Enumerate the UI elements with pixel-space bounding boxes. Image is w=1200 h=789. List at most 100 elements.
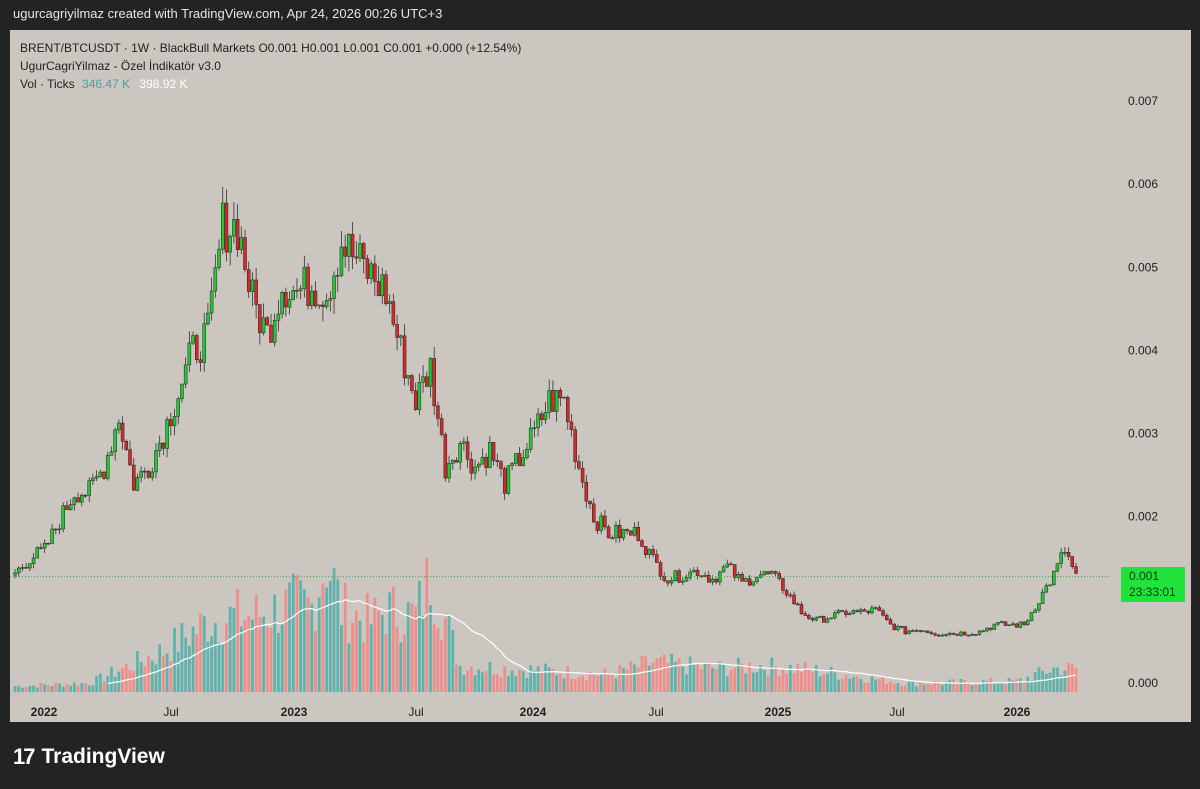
- volume-bar: [1033, 672, 1037, 692]
- candle-body: [684, 577, 689, 582]
- candle-body: [94, 476, 99, 479]
- volume-bar: [284, 589, 288, 692]
- volume-bar: [970, 685, 974, 692]
- candle-body: [777, 572, 781, 579]
- candle-body: [1000, 621, 1004, 623]
- volume-bar: [926, 683, 930, 692]
- indicator-name[interactable]: UgurCagriYilmaz - Özel İndikatör v3.0: [20, 59, 221, 73]
- volume-bar: [625, 669, 629, 692]
- volume-bar: [124, 663, 128, 692]
- volume-bar: [992, 683, 996, 692]
- volume-bar: [54, 682, 58, 692]
- volume-legend[interactable]: Vol · Ticks 346.47 K 398.92 K: [20, 75, 521, 93]
- volume-bar: [24, 686, 28, 692]
- volume-bar: [521, 670, 525, 692]
- volume-bar: [544, 663, 547, 692]
- volume-bar: [510, 670, 514, 692]
- candle-body: [699, 575, 704, 578]
- bar-countdown: 23:33:01: [1129, 585, 1176, 599]
- candle-body: [172, 416, 177, 427]
- candle-body: [896, 625, 900, 630]
- candle-body: [20, 567, 25, 569]
- volume-bar: [232, 608, 236, 692]
- candle-body: [387, 301, 392, 304]
- volume-bar: [699, 669, 703, 692]
- candle-body: [584, 481, 589, 502]
- volume-bar: [187, 645, 191, 692]
- candle-body: [298, 288, 303, 291]
- candle-body: [781, 578, 785, 591]
- x-tick-label: Jul: [889, 705, 904, 719]
- volume-bar: [978, 684, 981, 692]
- volume-bar: [592, 674, 596, 692]
- volume-bar: [551, 668, 555, 692]
- volume-bar: [150, 660, 154, 692]
- volume-bar: [362, 642, 366, 692]
- candle-body: [124, 441, 129, 450]
- volume-bar: [662, 654, 666, 692]
- candle-body: [384, 274, 388, 304]
- volume-bar: [295, 575, 299, 692]
- candle-body: [554, 390, 559, 412]
- volume-bar: [963, 680, 967, 692]
- candle-body: [42, 542, 47, 549]
- volume-bar: [436, 628, 440, 692]
- volume-bar: [1059, 675, 1063, 692]
- candle-body: [736, 574, 741, 578]
- volume-bar: [95, 675, 99, 692]
- candle-body: [681, 580, 685, 583]
- volume-bar: [39, 683, 43, 692]
- volume-bar: [113, 676, 117, 692]
- candle-body: [187, 342, 192, 366]
- candle-body: [191, 335, 195, 344]
- candle-body: [517, 453, 522, 467]
- candle-body: [399, 335, 403, 338]
- volume-bar: [328, 580, 332, 692]
- volume-bar: [959, 678, 963, 692]
- candle-body: [985, 627, 989, 632]
- volume-bar: [477, 669, 481, 692]
- tradingview-logo[interactable]: 17 TradingView: [13, 744, 165, 770]
- candle-body: [1055, 563, 1060, 572]
- volume-bar: [80, 683, 84, 692]
- candle-body: [195, 335, 199, 360]
- volume-bar: [276, 632, 280, 692]
- volume-bar: [659, 657, 662, 692]
- volume-bar: [636, 667, 640, 692]
- volume-bar: [796, 663, 800, 692]
- chart-area[interactable]: 0.000 0.002 0.003 0.004 0.005 0.006 0.007 2022 J…: [10, 30, 1191, 722]
- candle-body: [573, 429, 577, 462]
- candle-body: [614, 525, 618, 539]
- x-tick-label: 2022: [31, 705, 58, 719]
- candle-body: [250, 279, 255, 292]
- volume-bar: [302, 589, 306, 692]
- price-chart-svg[interactable]: 0.000 0.002 0.003 0.004 0.005 0.006 0.007 2022 J…: [10, 30, 1191, 722]
- volume-bar: [321, 583, 325, 692]
- volume-bar: [447, 616, 451, 692]
- candle-body: [1029, 612, 1034, 621]
- volume-bar: [889, 681, 892, 692]
- volume-bar: [369, 624, 373, 692]
- volume-bar: [351, 622, 354, 692]
- candle-body: [566, 397, 570, 423]
- candle-body: [176, 398, 180, 417]
- volume-bar: [751, 672, 755, 692]
- volume-bar: [46, 685, 50, 692]
- volume-bar: [473, 675, 477, 692]
- candle-body: [796, 603, 800, 606]
- y-tick-label: 0.000: [1128, 676, 1158, 690]
- candle-body: [157, 442, 162, 451]
- candle-body: [532, 427, 537, 430]
- volume-bar: [469, 666, 473, 692]
- volume-bar: [165, 653, 169, 692]
- candle-body: [406, 375, 410, 379]
- candle-body: [421, 376, 425, 383]
- volume-bar: [673, 661, 677, 692]
- candle-body: [695, 570, 700, 577]
- volume-bar: [384, 633, 388, 692]
- volume-bar: [110, 667, 113, 692]
- candle-body: [217, 248, 221, 268]
- candle-body: [977, 630, 982, 635]
- candle-body: [773, 571, 778, 574]
- volume-bar: [32, 685, 35, 692]
